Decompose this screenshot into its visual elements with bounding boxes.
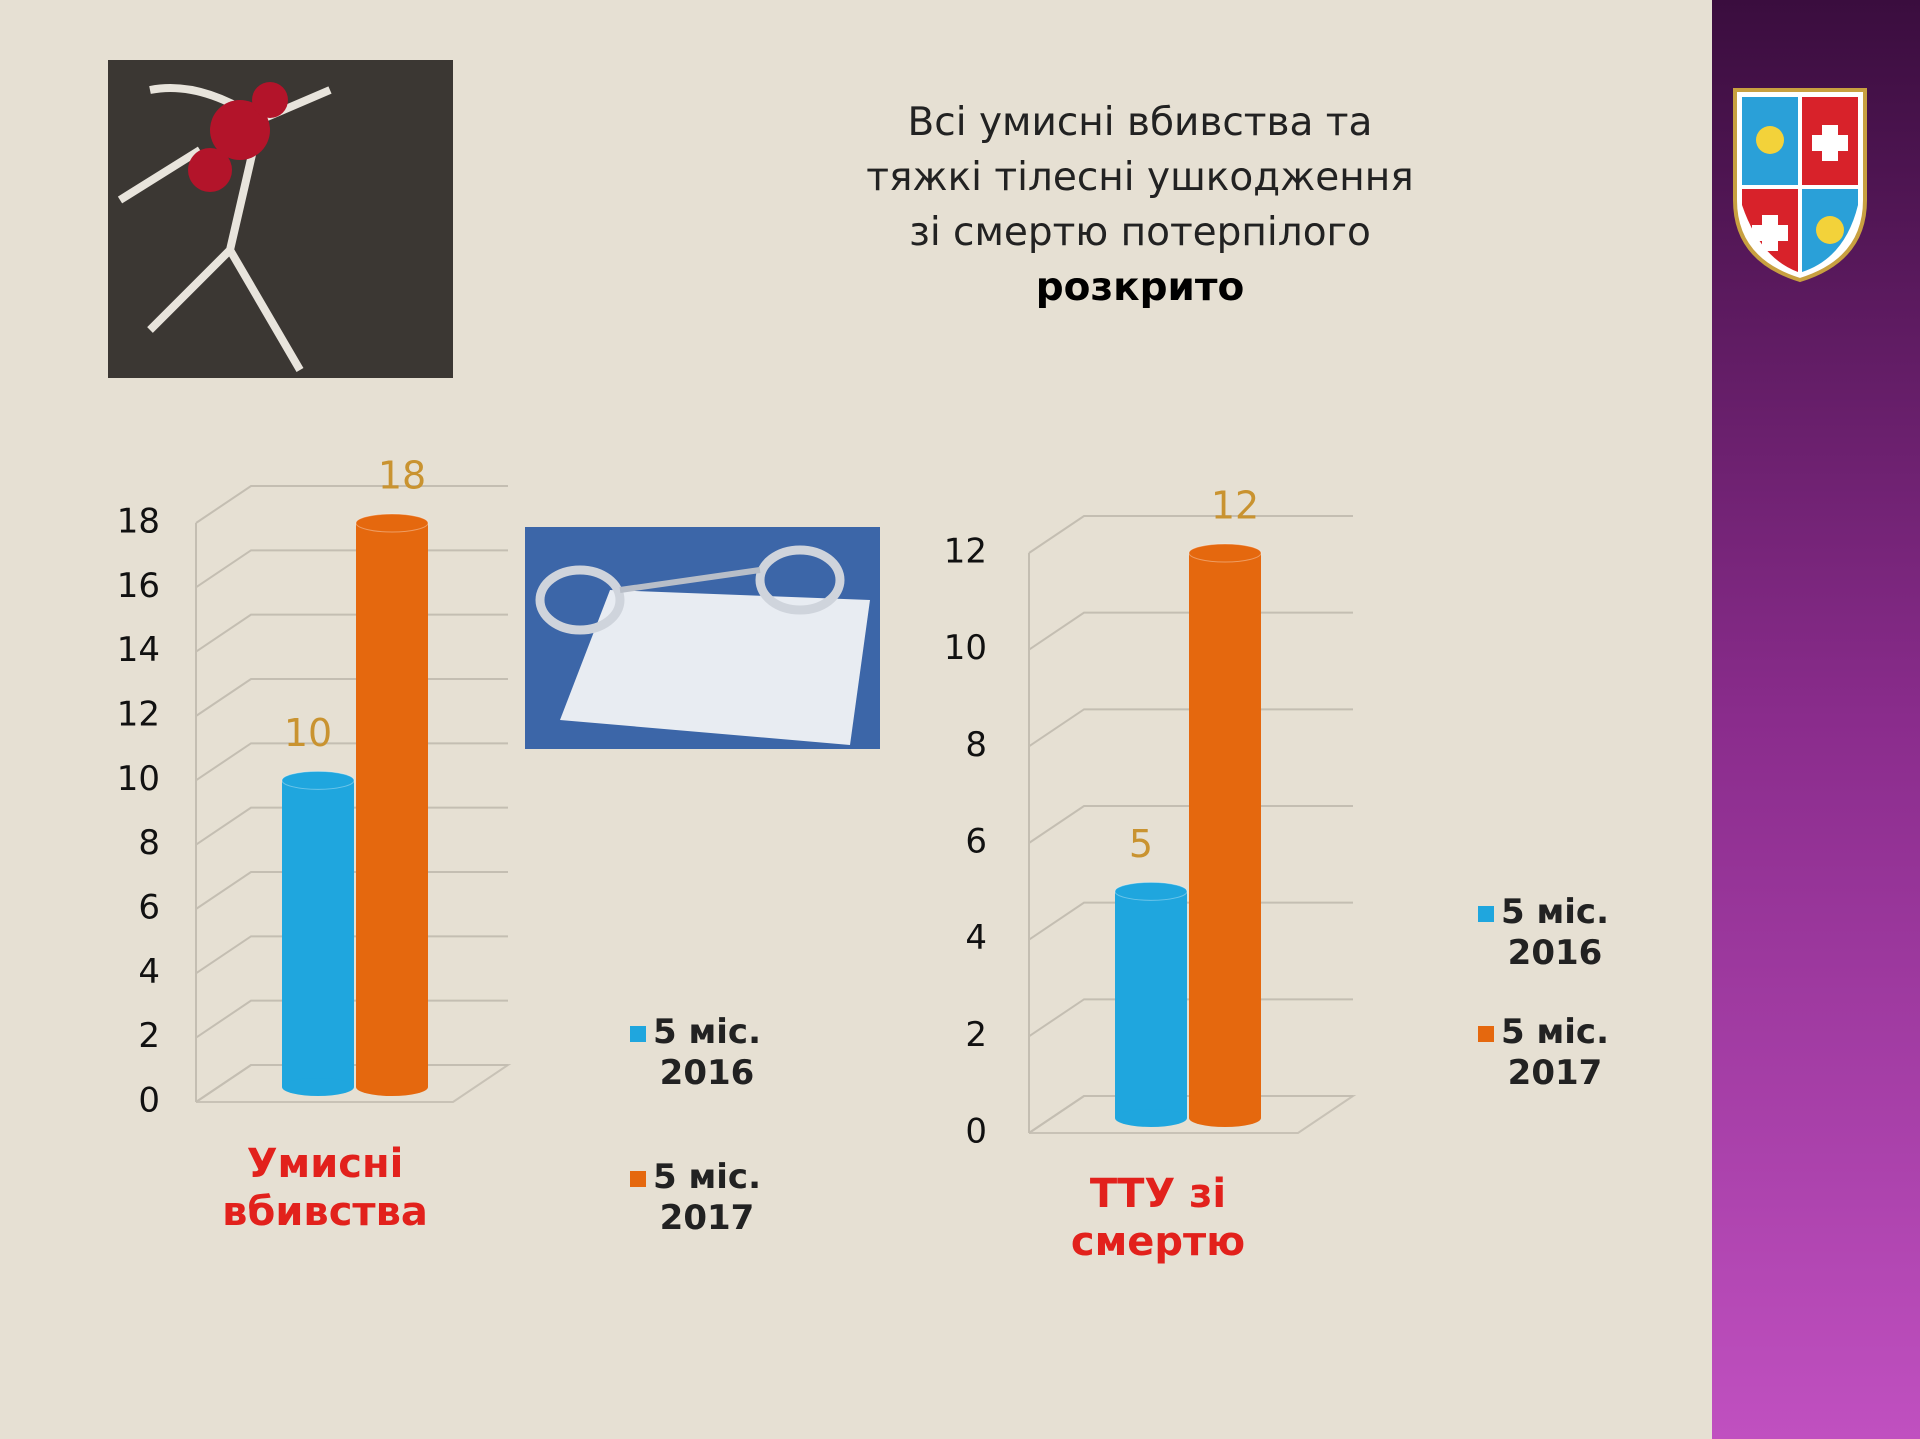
handcuffs-photo	[525, 527, 880, 749]
bar	[1115, 891, 1187, 1118]
y-tick-label: 12	[117, 695, 160, 735]
category-label: Умисні вбивства	[222, 1141, 428, 1235]
y-tick-label: 14	[117, 630, 160, 670]
legend-label: 5 міс. 2017	[1500, 1012, 1609, 1093]
title-line: тяжкі тілесні ушкодження	[866, 155, 1414, 200]
title-line: зі смертю потерпілого	[909, 210, 1371, 255]
title-emphasis: розкрито	[1035, 265, 1245, 310]
crime-scene-photo	[108, 60, 453, 378]
legend-label: 5 міс. 2016	[652, 1012, 761, 1093]
grid-line	[1028, 1095, 1353, 1134]
legend-swatch	[630, 1171, 646, 1187]
grid-line	[195, 613, 508, 653]
y-tick-label: 6	[965, 822, 987, 862]
grid-line	[1028, 901, 1353, 941]
bar-top	[355, 513, 429, 533]
bar-bottom	[1189, 1109, 1261, 1127]
bar-bottom	[282, 1078, 354, 1096]
grid-line	[195, 678, 508, 717]
legend-swatch	[1478, 906, 1494, 922]
value-label: 10	[284, 711, 332, 755]
value-label: 18	[378, 454, 426, 498]
bar	[356, 523, 428, 1087]
y-tick-label: 2	[138, 1016, 160, 1056]
bar	[282, 780, 354, 1087]
grid-line	[1028, 998, 1353, 1038]
grid-line	[195, 742, 508, 782]
y-tick-label: 16	[117, 566, 160, 606]
y-tick-label: 4	[138, 952, 160, 992]
y-tick-label: 8	[138, 823, 160, 863]
y-tick-label: 10	[117, 759, 160, 799]
value-label: 12	[1211, 484, 1259, 528]
y-tick-label: 0	[138, 1081, 160, 1121]
grid-line	[1028, 515, 1353, 554]
bar	[1189, 553, 1261, 1118]
grid-line	[195, 549, 508, 589]
bar-top	[1114, 881, 1188, 901]
bar-bottom	[356, 1078, 428, 1096]
value-label: 5	[1129, 822, 1153, 866]
y-tick-label: 2	[965, 1015, 987, 1055]
bar-top	[1188, 543, 1262, 563]
legend-label: 5 міс. 2016	[1500, 892, 1609, 973]
legend-label: 5 міс. 2017	[652, 1157, 761, 1238]
y-tick-label: 0	[965, 1112, 987, 1152]
category-label: ТТУ зі смертю	[1070, 1171, 1246, 1265]
legend-swatch	[630, 1026, 646, 1042]
grid-line	[1028, 805, 1353, 844]
y-tick-label: 8	[965, 725, 987, 765]
y-tick-label: 10	[944, 628, 987, 668]
grid-line	[1028, 708, 1353, 748]
legend-swatch	[1478, 1026, 1494, 1042]
bar-bottom	[1115, 1109, 1187, 1127]
y-tick-label: 6	[138, 888, 160, 928]
y-tick-label: 4	[965, 918, 987, 958]
grid-line	[195, 485, 508, 524]
coat-of-arms	[1733, 88, 1867, 283]
y-tick-label: 12	[944, 532, 987, 572]
y-tick-label: 18	[117, 502, 160, 542]
grid-line	[1028, 611, 1353, 651]
title-line: Всі умисні вбивства та	[907, 100, 1373, 145]
bar-top	[281, 770, 355, 790]
